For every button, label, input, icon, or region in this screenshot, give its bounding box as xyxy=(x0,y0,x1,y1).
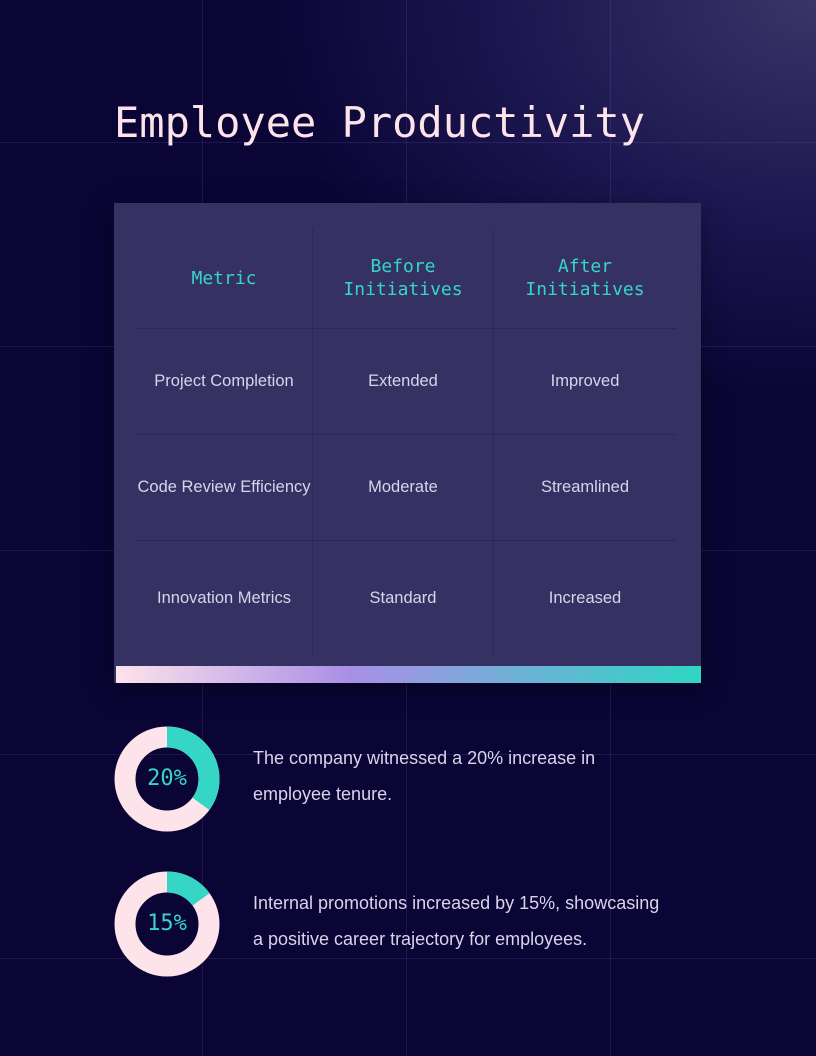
table-row: Innovation Metrics Standard Increased xyxy=(136,540,676,655)
table-cell: Improved xyxy=(493,328,676,435)
table-cell: Code Review Efficiency xyxy=(136,434,313,541)
stat-tenure: 20% The company witnessed a 20% increase… xyxy=(114,726,674,832)
stat-text: The company witnessed a 20% increase in … xyxy=(253,748,596,804)
table-cell: Streamlined xyxy=(493,434,676,541)
donut-fill xyxy=(114,871,220,977)
donut-label: 20% xyxy=(147,766,187,791)
table-cell: Increased xyxy=(548,588,622,607)
table-row: Code Review Efficiency Moderate Streamli… xyxy=(136,434,676,541)
gradient-bar xyxy=(116,666,701,683)
donut-chart: 20% xyxy=(114,726,220,832)
table-cell: Innovation Metrics xyxy=(136,540,313,655)
donut-fill xyxy=(114,726,220,832)
donut-chart: 15% xyxy=(114,871,220,977)
header-metric: Metric xyxy=(136,228,313,329)
donut-svg xyxy=(114,726,220,832)
header-after: After Initiatives xyxy=(493,228,676,329)
table-header-row: Metric Before Initiatives After Initiati… xyxy=(136,228,676,329)
page-title: Employee Productivity xyxy=(114,98,646,147)
stat-promotions: 15% Internal promotions increased by 15%… xyxy=(114,871,674,977)
comparison-table: Metric Before Initiatives After Initiati… xyxy=(136,228,676,655)
table-cell: Extended xyxy=(312,328,494,435)
table-cell: Standard xyxy=(312,540,494,655)
donut-svg xyxy=(114,871,220,977)
donut-label: 15% xyxy=(147,911,187,936)
header-before: Before Initiatives xyxy=(312,228,494,329)
table-row: Project Completion Extended Improved xyxy=(136,328,676,435)
comparison-card: Metric Before Initiatives After Initiati… xyxy=(114,203,701,683)
table-cell: Project Completion xyxy=(136,328,313,435)
table-cell: Moderate xyxy=(312,434,494,541)
stat-text: Internal promotions increased by 15%, sh… xyxy=(253,893,660,949)
